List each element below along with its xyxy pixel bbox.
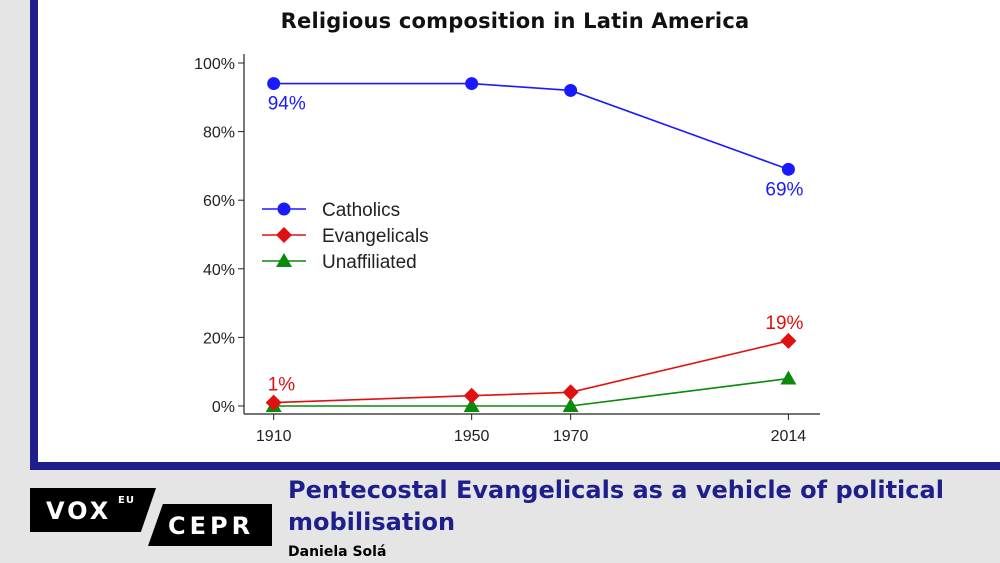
chart-legend: Catholics Evangelicals Unaffiliated [262,200,429,273]
unaffiliated-point [463,398,480,412]
x-tick-label: 1910 [256,428,292,445]
voxeu-logo-text: VOX [46,497,112,525]
evangelicals-point [562,384,579,401]
x-tick-label: 1970 [553,428,589,445]
data-label-evangelicals: 19% [765,313,803,334]
y-tick-label: 100% [194,56,235,73]
data-label-catholics: 69% [765,179,803,200]
chart-series [265,77,797,412]
article-author: Daniela Solá [288,544,387,560]
catholics-line [273,82,789,171]
evangelicals-point [780,332,797,349]
evangelicals-point [463,387,480,404]
cepr-logo [148,504,272,546]
plot-area [244,48,828,414]
catholics-point [267,77,281,91]
legend-evangelicals-label: Evangelicals [322,226,429,247]
chart-data-labels: 94% 69% 1% 19% [268,94,804,396]
legend-unaffiliated-label: Unaffiliated [322,252,417,273]
chart-title: Religious composition in Latin America [280,9,750,33]
data-label-evangelicals: 1% [268,375,296,396]
data-label-catholics: 94% [268,94,306,115]
legend-catholics-label: Catholics [322,200,400,221]
unaffiliated-point [780,370,797,385]
evangelicals-point [265,394,282,411]
evangelicals-line [273,340,789,404]
line-chart: 0% 20% 40% 60% 80% 100% 1910 1950 1970 2014 Catho… [194,48,828,445]
y-tick-label: 0% [212,399,235,416]
unaffiliated-point [562,398,579,412]
y-tick-label: 40% [203,262,235,279]
y-tick-label: 20% [203,330,235,347]
legend-evangelicals-marker [276,227,292,243]
voxeu-logo [30,488,156,532]
y-tick-label: 80% [203,125,235,142]
y-tick-label: 60% [203,193,235,210]
legend-unaffiliated-marker [276,253,292,267]
legend-catholics-marker [277,202,291,216]
unaffiliated-line [273,377,789,407]
catholics-point [781,162,795,176]
cepr-logo-text: CEPR [168,512,255,540]
footer-bar: VOX EU CEPR Pentecostal Evangelicals as … [0,470,1000,563]
article-headline[interactable]: Pentecostal Evangelicals as a vehicle of… [288,476,944,536]
x-tick-label: 1950 [454,428,490,445]
voxeu-logo-superscript: EU [118,495,135,506]
chart-axes: 0% 20% 40% 60% 80% 100% 1910 1950 1970 2014 [194,48,828,445]
catholics-point [465,77,479,91]
catholics-point [564,83,578,97]
x-tick-label: 2014 [771,428,807,445]
